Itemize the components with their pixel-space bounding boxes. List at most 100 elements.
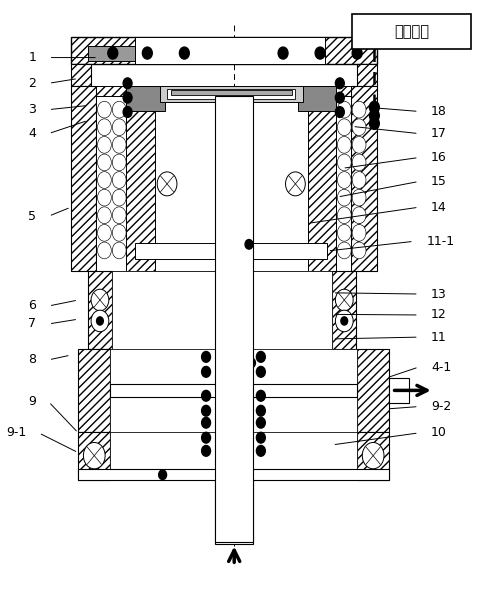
Circle shape [159,470,167,479]
Circle shape [337,189,351,206]
Text: 2: 2 [28,77,36,90]
Circle shape [337,207,351,224]
Circle shape [98,154,111,171]
Circle shape [352,119,366,136]
Circle shape [108,47,118,59]
Circle shape [112,172,126,188]
Circle shape [362,442,384,469]
Circle shape [352,101,366,118]
Circle shape [83,442,105,469]
Bar [135,37,325,64]
Text: 7: 7 [28,317,36,331]
Circle shape [256,352,265,362]
Circle shape [341,317,348,325]
Circle shape [98,189,111,206]
Circle shape [112,101,126,118]
Bar [352,14,471,49]
Bar [357,431,389,479]
Bar [298,86,336,111]
Circle shape [256,432,265,443]
Bar [112,271,215,349]
Text: 11-1: 11-1 [426,235,454,248]
Circle shape [352,172,366,188]
Circle shape [352,242,366,259]
Circle shape [112,119,126,136]
Text: 6: 6 [28,299,36,313]
Bar [171,91,292,95]
Circle shape [202,432,210,443]
Bar [351,86,377,271]
Text: 4: 4 [28,127,36,140]
Bar [88,46,135,61]
Text: 3: 3 [28,103,36,116]
Circle shape [337,101,351,118]
Circle shape [335,310,353,332]
Bar [308,86,351,97]
Bar [332,271,356,349]
Bar [357,64,377,86]
Bar [110,349,215,431]
Bar [78,349,110,431]
Circle shape [91,310,109,332]
Bar [215,479,253,544]
Circle shape [352,189,366,206]
Circle shape [98,119,111,136]
Text: 11: 11 [431,331,447,344]
Bar [88,271,112,349]
Bar [357,349,389,431]
Circle shape [112,154,126,171]
Bar [155,97,308,271]
Circle shape [112,207,126,224]
Text: 10: 10 [431,427,447,439]
Circle shape [337,242,351,259]
Circle shape [315,47,325,59]
Circle shape [256,445,265,456]
Circle shape [256,367,265,377]
Circle shape [337,154,351,171]
Circle shape [278,47,288,59]
Circle shape [256,406,265,416]
Circle shape [286,172,305,196]
Bar [167,89,296,100]
Circle shape [98,224,111,241]
Circle shape [98,172,111,188]
Circle shape [202,391,210,401]
Bar [126,86,165,111]
Circle shape [123,92,132,103]
Circle shape [337,172,351,188]
Circle shape [352,207,366,224]
Bar [160,86,303,103]
Circle shape [352,136,366,153]
Bar [97,86,155,97]
Bar [217,476,251,488]
Circle shape [112,224,126,241]
Circle shape [335,107,344,118]
Circle shape [123,107,132,118]
Text: 16: 16 [431,151,447,164]
Circle shape [248,358,255,368]
Circle shape [123,78,132,89]
Circle shape [370,110,379,122]
Bar [126,97,155,271]
Circle shape [97,317,103,325]
Circle shape [157,172,177,196]
Bar [97,97,126,271]
Text: 1: 1 [28,51,36,64]
Circle shape [202,445,210,456]
Circle shape [256,418,265,428]
Circle shape [352,224,366,241]
Text: 9-1: 9-1 [6,427,26,439]
Circle shape [98,136,111,153]
Circle shape [98,101,111,118]
Bar [215,97,253,542]
Circle shape [98,242,111,259]
Circle shape [202,367,210,377]
Circle shape [112,136,126,153]
Circle shape [98,207,111,224]
Circle shape [245,239,253,249]
Circle shape [91,289,109,311]
Circle shape [202,406,210,416]
Circle shape [337,224,351,241]
Bar [71,86,97,271]
Text: 9-2: 9-2 [431,400,451,413]
